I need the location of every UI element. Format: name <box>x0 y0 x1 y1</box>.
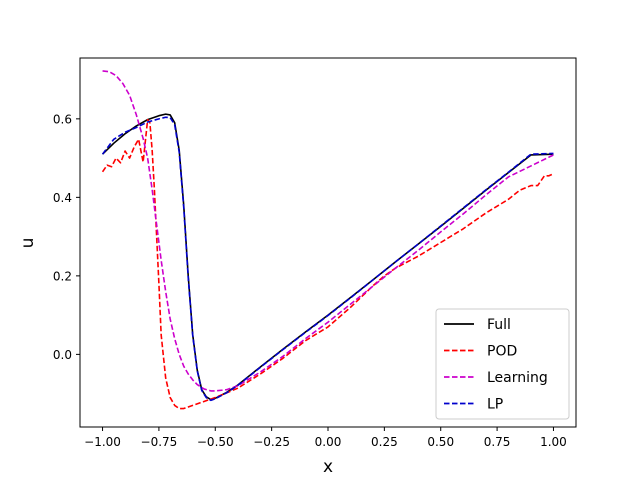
x-tick-label: 0.00 <box>315 435 342 449</box>
x-tick-label: 0.75 <box>484 435 511 449</box>
legend-label-full: Full <box>487 317 511 333</box>
y-axis-label: u <box>18 238 38 249</box>
x-tick-label: −0.50 <box>197 435 234 449</box>
legend-label-pod: POD <box>487 344 517 360</box>
series-line-pod <box>101 118 554 410</box>
legend-label-lp: LP <box>487 397 503 413</box>
x-tick-label: 1.00 <box>540 435 567 449</box>
legend-label-learning: Learning <box>487 370 548 386</box>
series-layer <box>101 70 554 410</box>
y-tick-label: 0.0 <box>53 348 72 362</box>
legend: Full POD Learning LP <box>435 308 570 420</box>
legend-box <box>435 308 570 420</box>
series-line-learning <box>102 70 554 392</box>
y-tick-label: 0.2 <box>53 269 72 283</box>
y-tick-label: 0.6 <box>53 112 72 126</box>
y-axis: 0.0 0.2 0.4 0.6 <box>53 112 80 362</box>
series-line-lp <box>101 116 554 402</box>
y-tick-label: 0.4 <box>53 191 72 205</box>
x-tick-label: 0.50 <box>427 435 454 449</box>
x-axis: −1.00 −0.75 −0.50 −0.25 0.00 0.25 0.50 0.75 1.00 <box>84 427 567 449</box>
x-tick-label: 0.25 <box>371 435 398 449</box>
x-tick-label: −1.00 <box>84 435 121 449</box>
x-tick-label: −0.75 <box>141 435 178 449</box>
x-axis-label: x <box>323 457 333 477</box>
x-tick-label: −0.25 <box>253 435 290 449</box>
